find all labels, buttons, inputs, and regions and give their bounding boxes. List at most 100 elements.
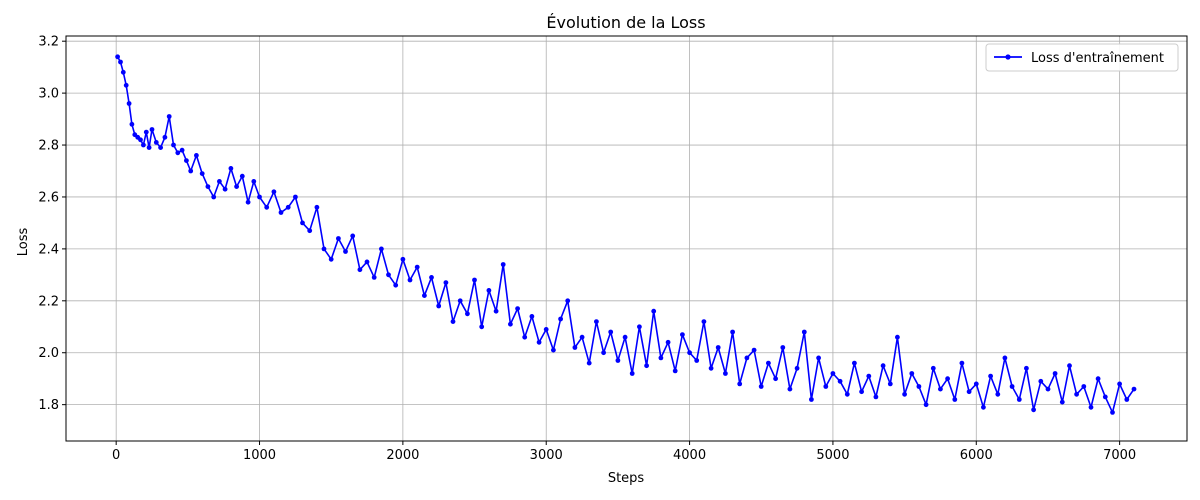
loss-data-point bbox=[1110, 410, 1115, 415]
loss-data-point bbox=[715, 345, 721, 350]
loss-data-point bbox=[780, 345, 786, 350]
loss-data-point bbox=[730, 329, 735, 335]
loss-data-point bbox=[723, 371, 728, 376]
loss-data-point bbox=[465, 311, 470, 317]
loss-data-point bbox=[644, 363, 649, 369]
loss-data-point bbox=[118, 59, 123, 65]
loss-data-point bbox=[422, 293, 427, 298]
grid-lines bbox=[66, 36, 1187, 441]
loss-data-point bbox=[1038, 378, 1044, 384]
loss-data-point bbox=[245, 199, 251, 205]
loss-data-point bbox=[1052, 371, 1058, 376]
loss-data-point bbox=[859, 389, 864, 395]
loss-data-point bbox=[508, 321, 513, 327]
loss-data-point bbox=[146, 145, 152, 151]
loss-data-point bbox=[264, 204, 270, 210]
loss-data-point bbox=[880, 363, 886, 369]
loss-data-point bbox=[129, 121, 135, 127]
loss-data-point bbox=[615, 358, 621, 363]
loss-data-point bbox=[328, 256, 334, 262]
loss-data-point bbox=[153, 140, 159, 145]
loss-data-point bbox=[773, 376, 778, 382]
loss-data-point bbox=[586, 360, 592, 366]
loss-data-point bbox=[995, 391, 1001, 397]
loss-data-point bbox=[149, 127, 155, 132]
loss-data-point bbox=[579, 334, 585, 340]
loss-data-point bbox=[1131, 386, 1137, 392]
loss-data-point bbox=[522, 334, 528, 340]
loss-data-point bbox=[1124, 397, 1130, 402]
loss-data-point bbox=[651, 308, 657, 314]
loss-data-point bbox=[572, 345, 578, 350]
loss-data-point bbox=[966, 389, 972, 395]
loss-data-point bbox=[141, 142, 146, 148]
loss-data-point bbox=[551, 347, 556, 353]
loss-data-point bbox=[801, 329, 807, 335]
loss-data-point bbox=[1031, 407, 1036, 413]
loss-data-point bbox=[923, 402, 929, 408]
loss-data-point bbox=[171, 142, 176, 148]
loss-data-point bbox=[751, 347, 757, 353]
plot-area-frame bbox=[65, 35, 1188, 442]
y-axis-label: Loss bbox=[16, 228, 31, 257]
loss-data-point bbox=[1088, 404, 1094, 410]
loss-data-point bbox=[694, 358, 700, 363]
loss-data-point bbox=[211, 194, 217, 200]
y-axis-ticks: 1.8 2.0 2.2 2.4 2.6 2.8 3.0 3.2 bbox=[38, 35, 66, 413]
loss-data-point bbox=[126, 101, 132, 106]
series-loss bbox=[115, 54, 1137, 415]
loss-data-point bbox=[138, 137, 143, 143]
y-tick-label: 2.2 bbox=[38, 294, 59, 309]
loss-data-point bbox=[902, 391, 907, 397]
loss-data-point bbox=[188, 168, 194, 174]
loss-data-point bbox=[708, 365, 714, 371]
loss-data-point bbox=[687, 350, 692, 356]
legend: Loss d'entraînement bbox=[985, 43, 1179, 72]
loss-data-point bbox=[758, 384, 764, 389]
loss-data-point bbox=[205, 184, 211, 190]
x-tick-label: 3000 bbox=[530, 448, 563, 463]
loss-data-point bbox=[601, 350, 606, 356]
loss-data-point bbox=[1002, 355, 1008, 361]
loss-data-point bbox=[887, 381, 893, 387]
loss-data-point bbox=[809, 397, 814, 402]
loss-data-point bbox=[251, 179, 257, 184]
loss-data-point bbox=[637, 324, 642, 330]
loss-data-point bbox=[930, 365, 936, 371]
x-tick-label: 0 bbox=[112, 448, 120, 463]
loss-data-point bbox=[594, 319, 599, 324]
loss-data-point bbox=[952, 397, 958, 402]
legend-box bbox=[985, 43, 1179, 72]
loss-data-point bbox=[364, 259, 370, 265]
loss-data-point bbox=[429, 275, 434, 280]
y-tick-label: 2.0 bbox=[38, 346, 59, 361]
loss-data-point bbox=[787, 386, 793, 392]
loss-data-point bbox=[837, 378, 843, 384]
loss-data-point bbox=[143, 129, 149, 135]
loss-data-point bbox=[959, 360, 965, 366]
loss-data-point bbox=[479, 324, 485, 330]
loss-data-point bbox=[1102, 394, 1108, 400]
loss-data-point bbox=[228, 166, 234, 171]
loss-data-point bbox=[608, 329, 614, 335]
loss-data-point bbox=[450, 319, 456, 324]
loss-data-point bbox=[988, 373, 993, 379]
y-tick-label: 2.4 bbox=[38, 242, 59, 257]
loss-data-point bbox=[350, 233, 356, 239]
loss-data-point bbox=[1095, 376, 1101, 382]
x-tick-label: 7000 bbox=[1103, 448, 1136, 463]
loss-data-point bbox=[184, 158, 189, 164]
loss-data-point bbox=[916, 384, 922, 389]
loss-data-point bbox=[222, 186, 228, 192]
x-axis-ticks: 0 1000 2000 3000 4000 5000 6000 7000 bbox=[112, 441, 1136, 463]
loss-data-point bbox=[357, 267, 363, 273]
x-tick-label: 2000 bbox=[386, 448, 419, 463]
loss-data-point bbox=[565, 298, 571, 304]
loss-data-point bbox=[543, 327, 549, 332]
loss-data-point bbox=[314, 204, 320, 210]
loss-data-point bbox=[744, 355, 750, 361]
loss-data-point bbox=[1059, 399, 1065, 405]
loss-data-point bbox=[436, 303, 442, 309]
y-tick-label: 2.8 bbox=[38, 139, 59, 154]
